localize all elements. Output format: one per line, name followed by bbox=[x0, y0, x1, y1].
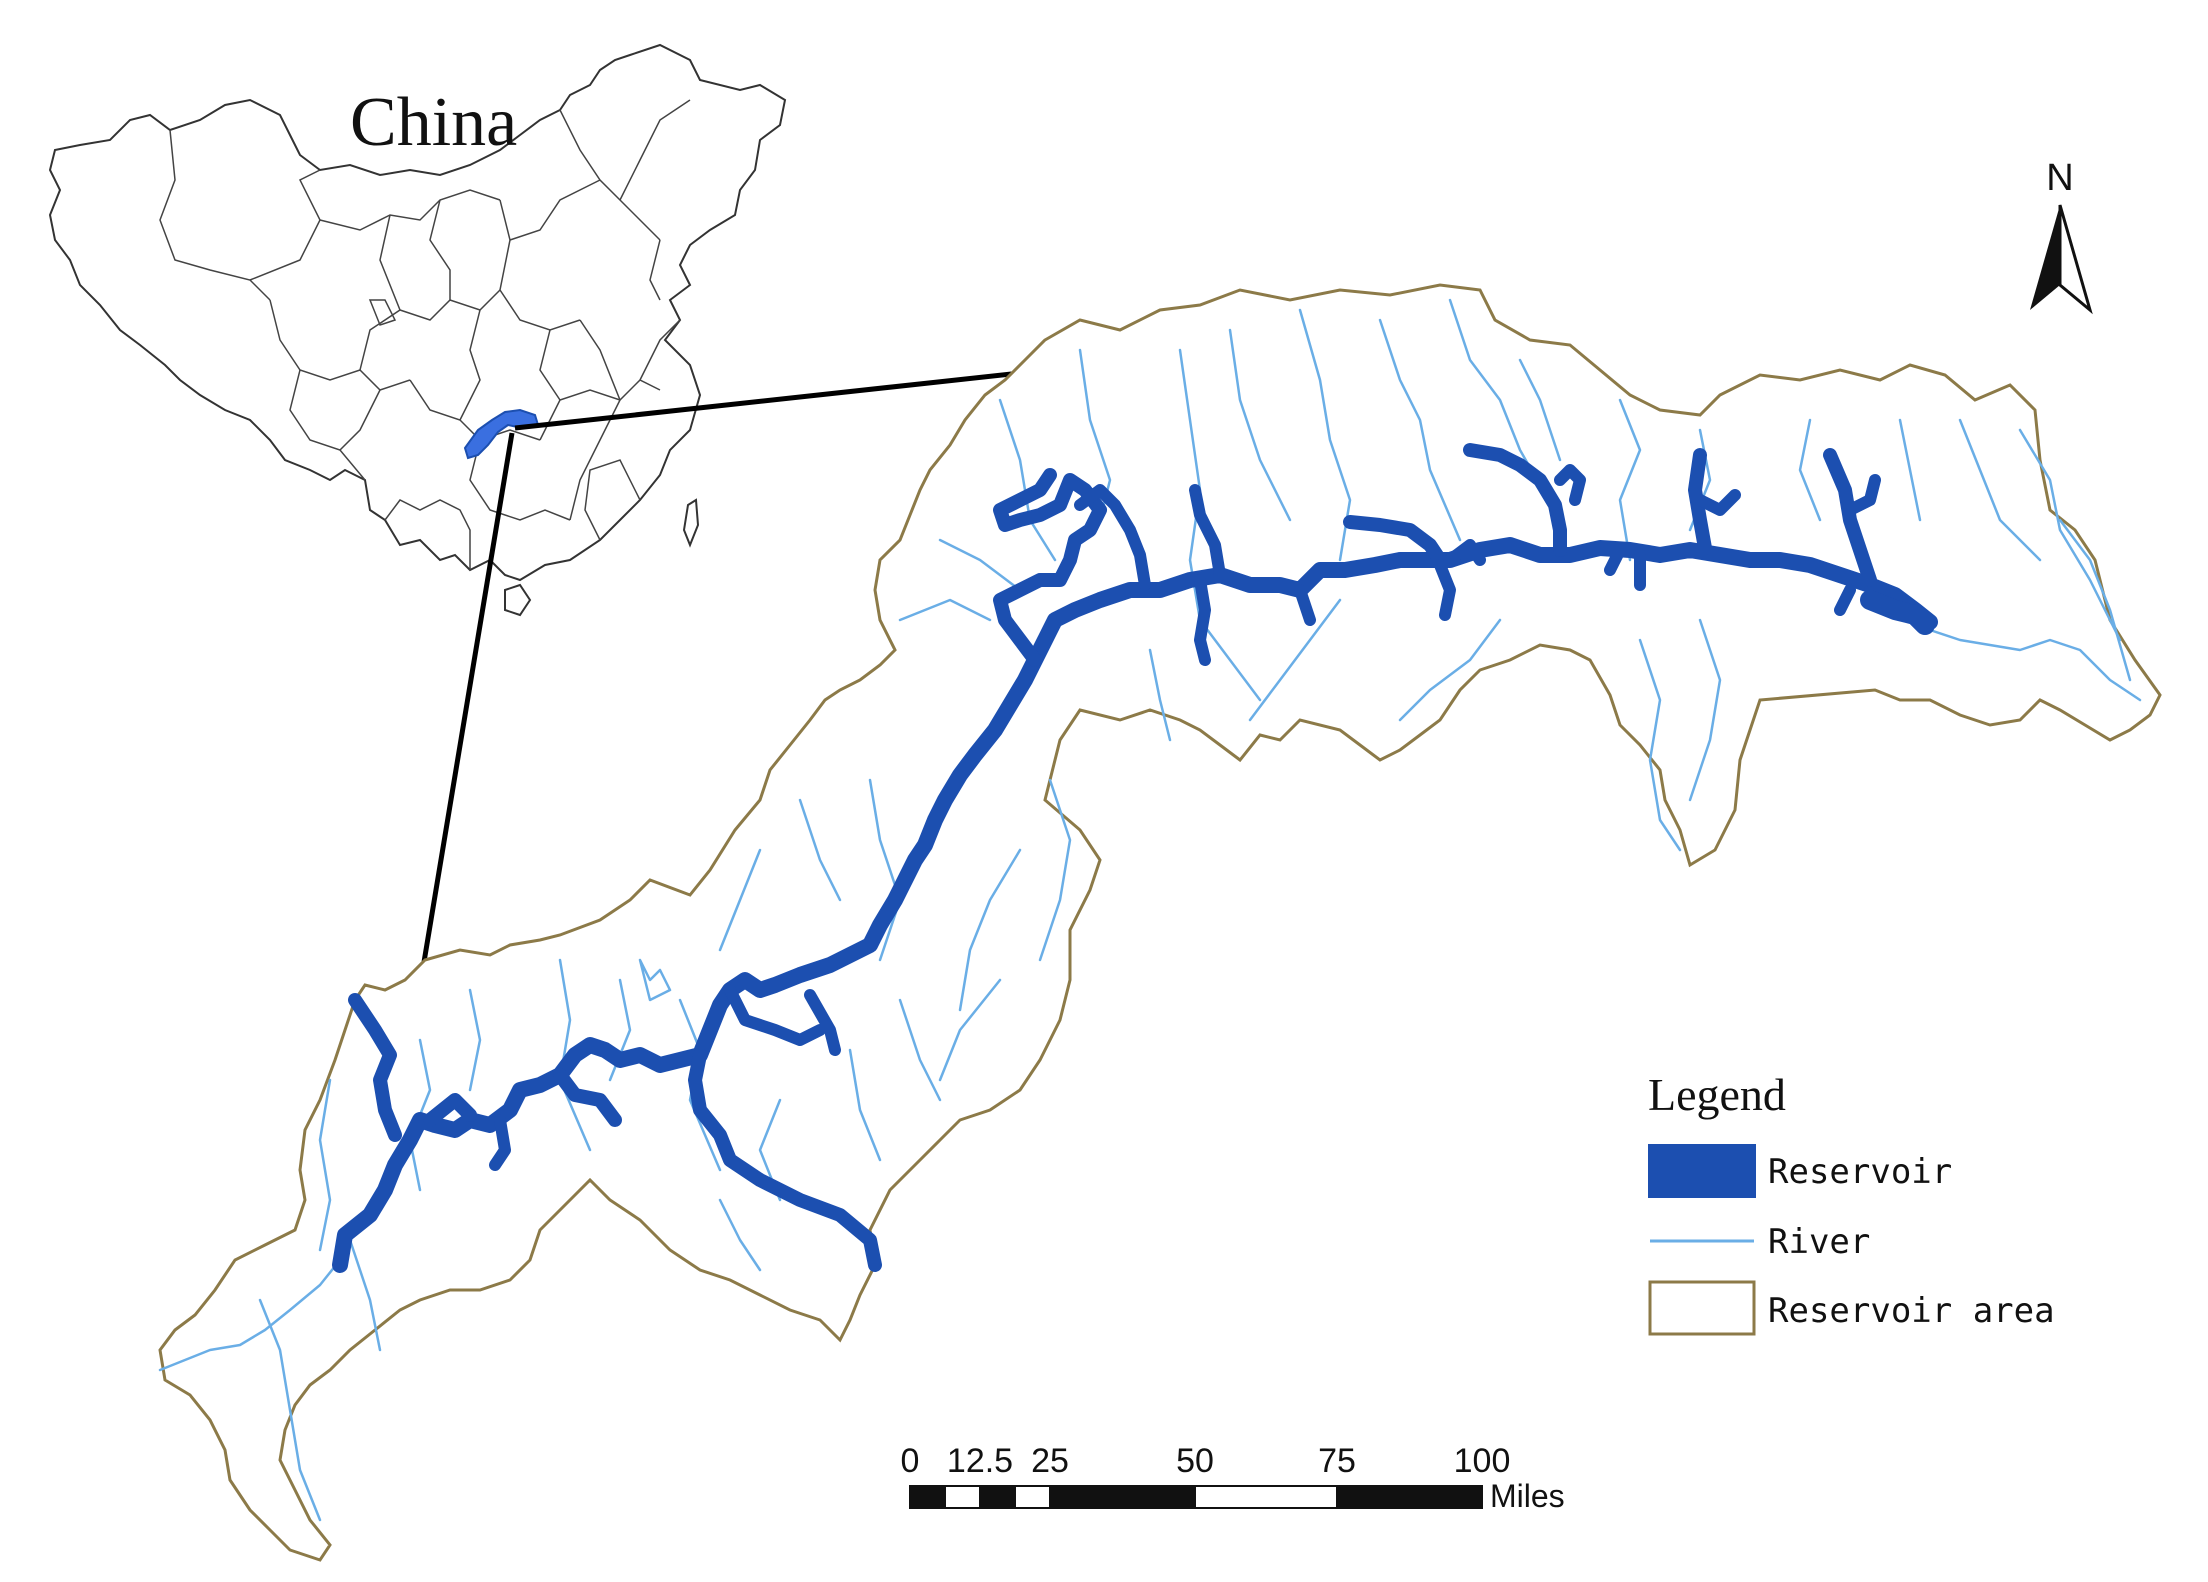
reservoir-branch bbox=[1694, 489, 1741, 516]
scale-bar: 0 12.5 25 50 75 100 Miles bbox=[901, 1442, 1565, 1514]
river bbox=[1798, 418, 1822, 522]
river bbox=[718, 1198, 762, 1272]
river bbox=[1148, 648, 1172, 742]
legend-item-reservoir: Reservoir bbox=[1648, 1144, 1952, 1198]
reservoir-branch bbox=[423, 1093, 477, 1127]
reservoir-branch bbox=[1844, 474, 1881, 516]
river bbox=[798, 798, 842, 902]
reservoir-branch bbox=[1823, 448, 1877, 587]
river bbox=[638, 958, 672, 1002]
river bbox=[558, 958, 592, 1152]
river bbox=[2018, 428, 2122, 642]
river bbox=[1688, 618, 1722, 802]
connector-lines bbox=[421, 367, 1049, 963]
river-main-upstream bbox=[158, 1258, 342, 1372]
reservoir-branch bbox=[1189, 484, 1226, 581]
china-title: China bbox=[350, 84, 517, 161]
scale-tick-label: 100 bbox=[1454, 1442, 1511, 1480]
china-outline bbox=[48, 43, 787, 582]
river bbox=[318, 1078, 332, 1252]
legend-item-reservoir-area: Reservoir area bbox=[1648, 1280, 2055, 1336]
river bbox=[938, 978, 1002, 1082]
reservoir-branch bbox=[553, 1068, 622, 1127]
river bbox=[1228, 328, 1292, 522]
river bbox=[1898, 418, 1922, 522]
legend-label-reservoir: Reservoir bbox=[1768, 1152, 1952, 1192]
scale-tick-label: 50 bbox=[1176, 1442, 1214, 1480]
hainan-island bbox=[504, 583, 532, 617]
reservoir-branch bbox=[1463, 443, 1567, 557]
river bbox=[848, 1048, 882, 1162]
reservoir-branch bbox=[724, 984, 826, 1046]
river bbox=[258, 1298, 322, 1522]
legend-label-reservoir-area: Reservoir area bbox=[1768, 1291, 2055, 1331]
reservoir-branch bbox=[1834, 584, 1856, 616]
scale-tick-label: 25 bbox=[1031, 1442, 1069, 1480]
reservoir-branch bbox=[1074, 484, 1151, 591]
river bbox=[1248, 598, 1342, 722]
legend-swatch-reservoir bbox=[1648, 1144, 1756, 1198]
reservoir-branch bbox=[1860, 590, 1935, 635]
reservoir-branch bbox=[804, 989, 841, 1056]
river bbox=[898, 998, 942, 1102]
reservoir-branch bbox=[993, 468, 1107, 667]
river bbox=[718, 848, 762, 952]
reservoir-branch bbox=[688, 1048, 882, 1272]
connector-line-upper bbox=[514, 367, 1049, 431]
scale-unit-label: Miles bbox=[1490, 1478, 1565, 1514]
reservoir-branch bbox=[1444, 539, 1486, 566]
reservoir-branch bbox=[1294, 584, 1316, 626]
china-inset-map: China bbox=[48, 43, 787, 617]
reservoir-branch bbox=[1554, 464, 1586, 506]
river bbox=[1958, 418, 2042, 562]
river bbox=[1378, 318, 1462, 542]
scale-bar-segments bbox=[909, 1485, 1483, 1509]
river bbox=[1198, 618, 1262, 702]
river-main-downstream bbox=[1928, 628, 2142, 702]
river-network bbox=[158, 298, 2142, 1522]
legend-item-river: River bbox=[1650, 1222, 1870, 1262]
river bbox=[348, 1238, 382, 1352]
river bbox=[898, 598, 992, 622]
legend-label-river: River bbox=[1768, 1222, 1870, 1262]
river bbox=[468, 988, 482, 1092]
north-label: N bbox=[2046, 157, 2073, 199]
river bbox=[938, 538, 1022, 592]
scale-tick-label: 12.5 bbox=[947, 1442, 1013, 1480]
river bbox=[1398, 618, 1502, 722]
north-arrow-icon bbox=[2030, 204, 2093, 315]
river bbox=[868, 778, 902, 962]
legend: Legend Reservoir River Reservoir area bbox=[1648, 1069, 2055, 1336]
reservoir-branch bbox=[1343, 515, 1447, 567]
river bbox=[1038, 778, 1072, 962]
river bbox=[958, 848, 1022, 1012]
scale-tick-label: 75 bbox=[1318, 1442, 1356, 1480]
main-map bbox=[158, 283, 2162, 1562]
reservoir-branch bbox=[1194, 574, 1211, 666]
reservoir-branch bbox=[1604, 544, 1626, 576]
reservoir-branch bbox=[348, 993, 402, 1142]
legend-title: Legend bbox=[1648, 1069, 1786, 1120]
river bbox=[1638, 638, 1682, 852]
taiwan-island bbox=[682, 498, 700, 548]
river bbox=[1618, 398, 1642, 562]
reservoir-branch bbox=[1434, 559, 1456, 621]
river bbox=[2058, 518, 2132, 682]
reservoir-network bbox=[332, 443, 1938, 1273]
river bbox=[1518, 358, 1562, 462]
reservoir-branch bbox=[489, 1114, 511, 1171]
reservoir-area-boundary bbox=[158, 283, 2162, 1562]
scale-tick-label: 0 bbox=[901, 1442, 920, 1480]
north-arrow: N bbox=[2030, 157, 2093, 315]
reservoir-main-channel bbox=[332, 537, 1938, 1273]
connector-line-lower bbox=[421, 432, 515, 963]
legend-swatch-reservoir-area bbox=[1648, 1280, 1756, 1336]
